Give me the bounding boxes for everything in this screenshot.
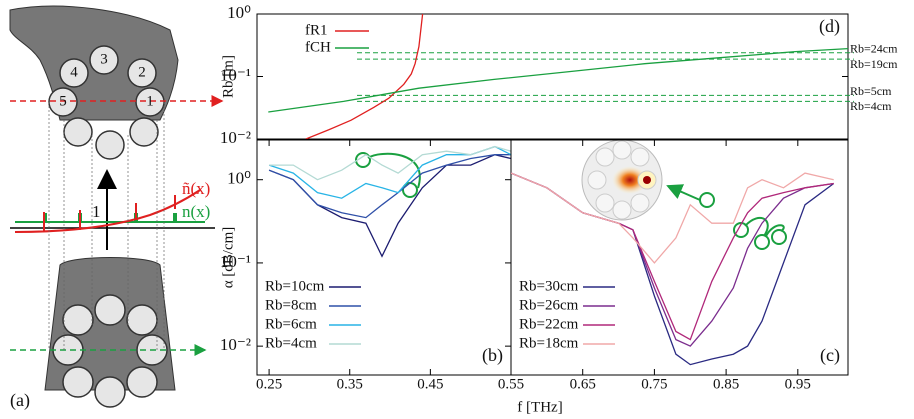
y-axis-label: α [dB/cm] <box>220 227 236 289</box>
legend-label: fCH <box>305 39 331 55</box>
inset <box>581 139 663 221</box>
panel-label: (d) <box>819 16 840 37</box>
series-line <box>268 47 848 113</box>
plot-frame <box>510 139 849 376</box>
y-axis-label: Rb [m] <box>220 55 236 98</box>
panel-label: (c) <box>820 345 840 366</box>
panel-label: (b) <box>482 345 503 366</box>
legend-label: Rb=30cm <box>519 278 579 294</box>
y-tick-label: 10⁰ <box>227 3 251 22</box>
fiber-label: 1 <box>146 93 154 109</box>
index-one: 1 <box>92 202 101 221</box>
series-line <box>511 172 834 264</box>
y-tick-label: 10⁰ <box>227 169 251 188</box>
x-tick-label: 0.35 <box>337 376 363 392</box>
n-tilde-label: ñ(x) <box>182 179 210 198</box>
y-tick-label: 10⁻² <box>220 128 251 147</box>
panel-label: (a) <box>10 390 30 411</box>
diagram: 4 3 2 5 1 ñ(x) n(x) 1 (a) <box>9 5 224 411</box>
x-tick-label: 0.55 <box>498 376 524 392</box>
annotation: Rb=4cm <box>850 99 892 113</box>
x-tick-label: 0.25 <box>256 376 282 392</box>
x-tick-label: 0.75 <box>641 376 667 392</box>
series-line <box>268 154 511 219</box>
x-tick-label: 0.85 <box>713 376 739 392</box>
series-line <box>268 154 511 258</box>
plot-frame <box>256 13 849 140</box>
fiber-label: 5 <box>59 93 67 109</box>
annotation: Rb=19cm <box>850 57 898 71</box>
x-tick-label: 0.45 <box>417 376 443 392</box>
fiber-cores-top <box>48 45 165 160</box>
legend-label: Rb=18cm <box>519 335 579 351</box>
fiber-label: 4 <box>70 64 78 80</box>
x-tick-label: 0.95 <box>785 376 811 392</box>
legend-label: Rb=6cm <box>265 316 317 332</box>
legend-label: fR1 <box>305 22 328 38</box>
legend-label: Rb=22cm <box>519 316 579 332</box>
y-tick-label: 10⁻¹ <box>220 65 251 84</box>
fiber-label: 3 <box>100 51 108 67</box>
series-line <box>269 145 511 181</box>
legend-label: Rb=26cm <box>519 297 579 313</box>
x-tick-label: 0.65 <box>570 376 596 392</box>
annotation: Rb=24cm <box>850 41 898 55</box>
annotation: Rb=5cm <box>850 84 892 98</box>
y-tick-label: 10⁻¹ <box>220 252 251 271</box>
legend-label: Rb=10cm <box>265 278 325 294</box>
legend-label: Rb=8cm <box>265 297 317 313</box>
legend-label: Rb=4cm <box>265 335 317 351</box>
n-profile <box>15 213 205 223</box>
n-tilde-profile <box>14 189 201 233</box>
projection-lines <box>48 102 165 350</box>
n-label: n(x) <box>182 202 210 221</box>
fiber-label: 2 <box>138 64 146 80</box>
y-tick-label: 10⁻² <box>220 335 251 354</box>
x-axis-label: f [THz] <box>517 399 562 415</box>
plots: 10⁻² 10⁻¹ 10⁰ Rb [m] (d) Rb=24cm Rb=19cm Rb=5cm… <box>220 3 898 416</box>
series-line <box>305 14 424 139</box>
